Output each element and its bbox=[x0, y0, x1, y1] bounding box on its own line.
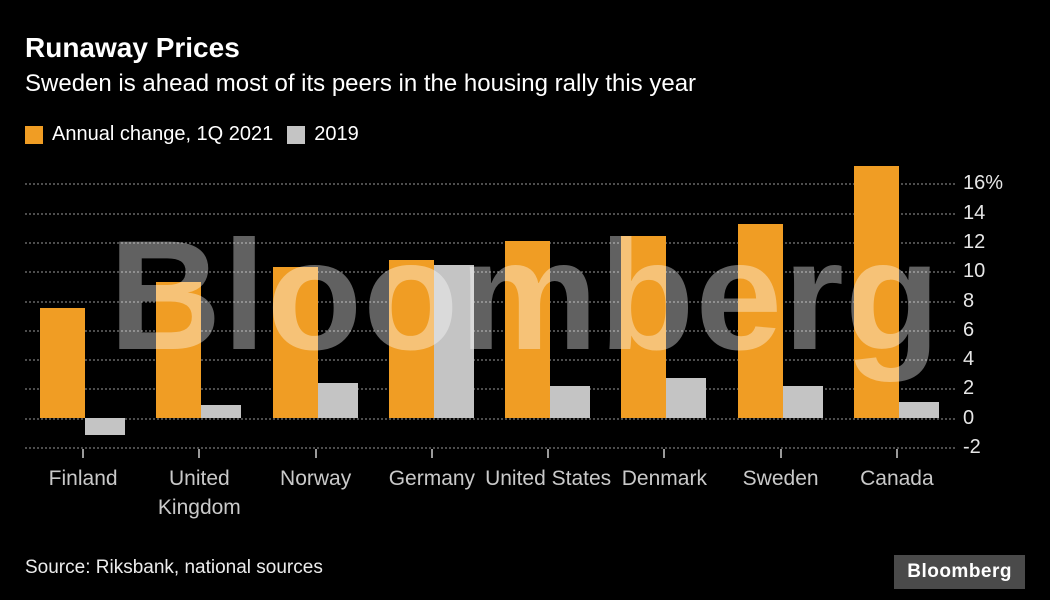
gridline bbox=[25, 329, 955, 332]
bar-1q2021 bbox=[505, 240, 551, 418]
y-tick-label: -2 bbox=[963, 436, 981, 458]
y-tick-label: 2 bbox=[963, 377, 975, 400]
gridline bbox=[25, 388, 955, 391]
legend-item-2021: Annual change, 1Q 2021 bbox=[25, 123, 273, 146]
x-axis-ticks bbox=[25, 449, 955, 459]
plot-area bbox=[25, 160, 955, 449]
bar-1q2021 bbox=[853, 165, 899, 418]
bar-2019 bbox=[85, 417, 126, 436]
bar-2019 bbox=[550, 385, 591, 418]
category-label: United Kingdom bbox=[157, 467, 241, 519]
x-tick-mark bbox=[314, 449, 317, 458]
source-attribution: Source: Riksbank, national sources bbox=[25, 557, 323, 578]
category-label: Germany bbox=[388, 467, 476, 490]
gridline bbox=[25, 242, 955, 244]
bar-2019 bbox=[317, 382, 358, 418]
y-tick-label: 6 bbox=[963, 318, 975, 341]
page-title: Runaway Prices bbox=[25, 32, 240, 63]
x-tick-mark bbox=[895, 449, 898, 458]
gridline bbox=[25, 212, 955, 215]
chart-legend: Annual change, 1Q 2021 2019 bbox=[25, 123, 359, 146]
bar-2019 bbox=[898, 401, 939, 418]
x-tick-mark bbox=[430, 449, 433, 458]
bar-2019 bbox=[201, 404, 242, 418]
y-tick-label: 0 bbox=[963, 406, 975, 429]
bar-2019 bbox=[666, 378, 707, 418]
x-tick-mark bbox=[663, 449, 666, 458]
legend-label-2019: 2019 bbox=[314, 123, 359, 145]
y-tick-label: 10 bbox=[963, 260, 986, 283]
bar-1q2021 bbox=[156, 281, 202, 418]
y-tick-label: 4 bbox=[963, 348, 975, 371]
bar-2019 bbox=[782, 385, 823, 418]
bar-1q2021 bbox=[272, 266, 318, 418]
legend-item-2019: 2019 bbox=[287, 123, 359, 146]
gridline bbox=[25, 300, 955, 303]
bar-1q2021 bbox=[388, 259, 434, 418]
x-tick-mark bbox=[198, 449, 201, 458]
category-label: Norway bbox=[280, 467, 352, 490]
category-label: Finland bbox=[48, 467, 118, 490]
gridline bbox=[25, 447, 955, 449]
legend-swatch-orange-icon bbox=[25, 125, 43, 144]
bloomberg-logo: Bloomberg bbox=[894, 555, 1025, 589]
chart-subtitle: Sweden is ahead most of its peers in the… bbox=[25, 70, 697, 97]
legend-label-2021: Annual change, 1Q 2021 bbox=[52, 123, 274, 145]
gridline bbox=[25, 271, 955, 274]
bar-2019 bbox=[433, 265, 474, 418]
x-tick-mark bbox=[547, 449, 550, 458]
gridline bbox=[25, 417, 955, 420]
category-label: Canada bbox=[860, 467, 934, 490]
legend-swatch-gray-icon bbox=[287, 125, 306, 144]
y-tick-label: 8 bbox=[963, 289, 975, 312]
gridline bbox=[25, 359, 955, 362]
category-label: Denmark bbox=[621, 467, 707, 490]
x-tick-mark bbox=[82, 449, 85, 458]
gridline bbox=[25, 183, 955, 186]
y-tick-label: 14 bbox=[963, 201, 986, 224]
bar-1q2021 bbox=[621, 236, 667, 418]
y-tick-label: 16% bbox=[963, 172, 1004, 195]
category-label: United States bbox=[485, 467, 612, 490]
y-axis: -2 0 2 4 6 8 10 12 14 16% bbox=[963, 160, 1043, 458]
bar-1q2021 bbox=[737, 224, 783, 418]
x-tick-mark bbox=[779, 449, 782, 458]
y-tick-label: 12 bbox=[963, 231, 986, 253]
category-label: Sweden bbox=[742, 467, 819, 490]
bar-1q2021 bbox=[40, 307, 86, 418]
x-axis-labels: Finland United Kingdom Norway Germany United… bbox=[25, 464, 955, 554]
